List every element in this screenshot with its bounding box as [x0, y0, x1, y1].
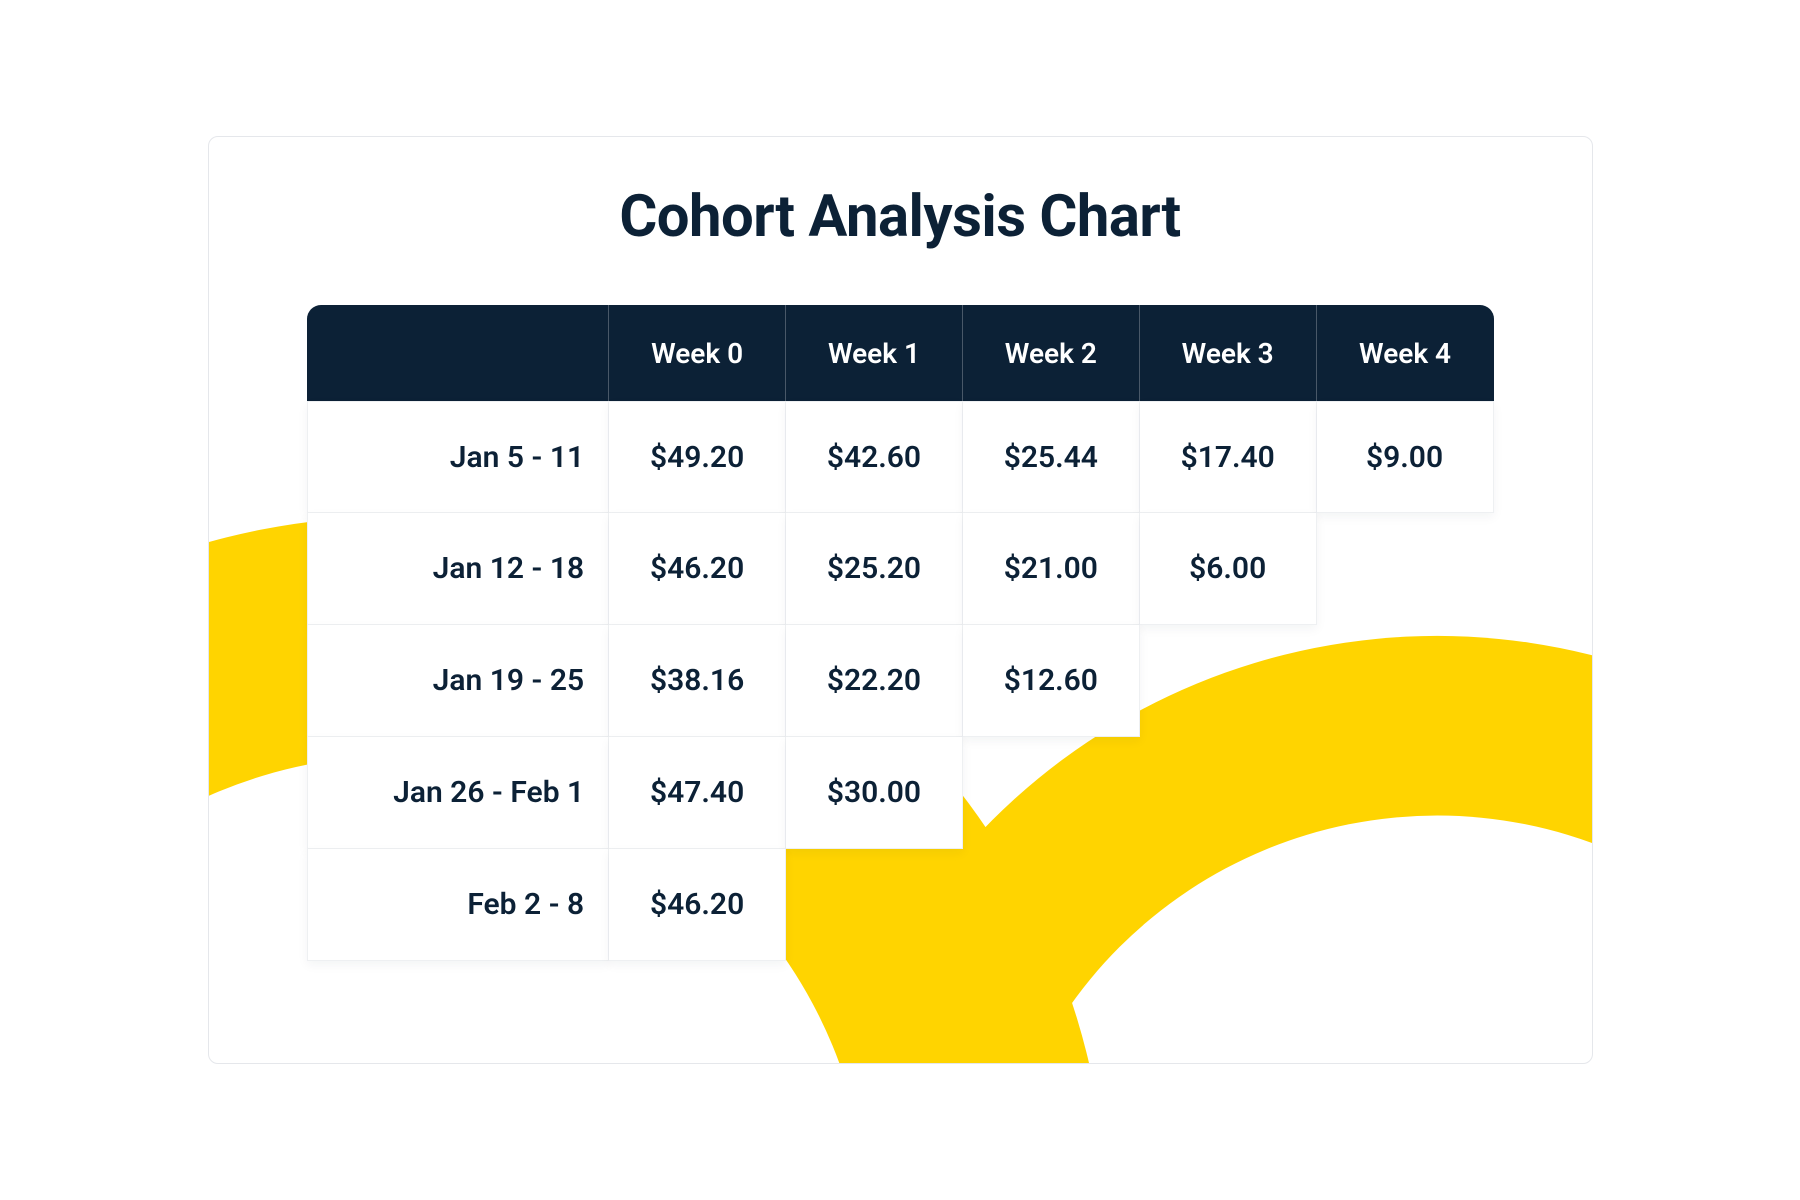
row-label: Jan 26 - Feb 1	[307, 737, 610, 849]
row-label: Jan 5 - 11	[307, 401, 610, 513]
row-label: Jan 12 - 18	[307, 513, 610, 625]
cohort-table-container: Week 0 Week 1 Week 2 Week 3 Week 4 Jan 5…	[307, 305, 1494, 961]
data-cell: $25.20	[786, 513, 963, 625]
data-cell: $46.20	[609, 513, 786, 625]
data-cell: $22.20	[786, 625, 963, 737]
data-cell: $21.00	[963, 513, 1140, 625]
table-row: Jan 26 - Feb 1$47.40$30.00	[307, 737, 1494, 849]
data-cell: $17.40	[1140, 401, 1317, 513]
empty-cell	[1317, 849, 1494, 961]
table-header-week1: Week 1	[786, 305, 963, 401]
table-header-row: Week 0 Week 1 Week 2 Week 3 Week 4	[307, 305, 1494, 401]
data-cell: $49.20	[609, 401, 786, 513]
table-header-week4: Week 4	[1317, 305, 1494, 401]
cohort-table: Week 0 Week 1 Week 2 Week 3 Week 4 Jan 5…	[307, 305, 1494, 961]
data-cell: $47.40	[609, 737, 786, 849]
empty-cell	[786, 849, 963, 961]
data-cell: $12.60	[963, 625, 1140, 737]
data-cell: $42.60	[786, 401, 963, 513]
table-header-week0: Week 0	[609, 305, 786, 401]
table-row: Jan 12 - 18$46.20$25.20$21.00$6.00	[307, 513, 1494, 625]
empty-cell	[963, 737, 1140, 849]
data-cell: $38.16	[609, 625, 786, 737]
empty-cell	[1317, 737, 1494, 849]
table-body: Jan 5 - 11$49.20$42.60$25.44$17.40$9.00J…	[307, 401, 1494, 961]
chart-title: Cohort Analysis Chart	[209, 183, 1592, 251]
table-header-blank	[307, 305, 610, 401]
data-cell: $46.20	[609, 849, 786, 961]
empty-cell	[963, 849, 1140, 961]
table-row: Feb 2 - 8$46.20	[307, 849, 1494, 961]
empty-cell	[1140, 737, 1317, 849]
data-cell: $30.00	[786, 737, 963, 849]
data-cell: $25.44	[963, 401, 1140, 513]
empty-cell	[1140, 625, 1317, 737]
empty-cell	[1317, 513, 1494, 625]
data-cell: $9.00	[1317, 401, 1494, 513]
data-cell: $6.00	[1140, 513, 1317, 625]
table-header-week2: Week 2	[963, 305, 1140, 401]
empty-cell	[1140, 849, 1317, 961]
table-row: Jan 19 - 25$38.16$22.20$12.60	[307, 625, 1494, 737]
row-label: Feb 2 - 8	[307, 849, 610, 961]
empty-cell	[1317, 625, 1494, 737]
chart-frame: Cohort Analysis Chart Week 0 Week 1 Week…	[208, 136, 1593, 1064]
row-label: Jan 19 - 25	[307, 625, 610, 737]
table-header-week3: Week 3	[1140, 305, 1317, 401]
table-row: Jan 5 - 11$49.20$42.60$25.44$17.40$9.00	[307, 401, 1494, 513]
